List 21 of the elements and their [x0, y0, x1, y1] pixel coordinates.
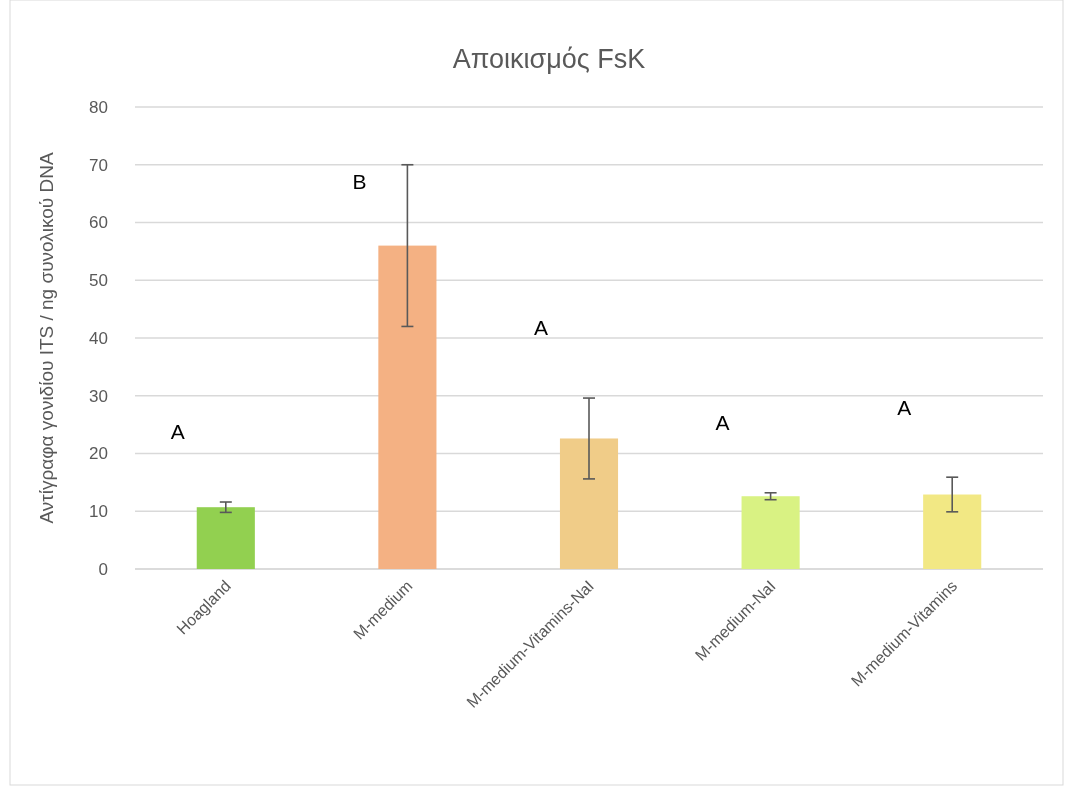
y-tick-label: 20	[89, 444, 108, 464]
annotation: B	[352, 170, 367, 194]
y-tick-label: 80	[89, 97, 108, 117]
chart-title: Αποικισμός FsK	[452, 44, 646, 74]
y-tick-label: 30	[89, 386, 108, 406]
bar	[923, 494, 982, 569]
bar	[741, 496, 800, 569]
y-tick-label: 70	[89, 155, 108, 175]
annotation: A	[170, 420, 185, 444]
bar	[378, 245, 437, 569]
bar	[559, 438, 619, 569]
y-tick-label: 10	[89, 502, 108, 522]
y-tick-label: 50	[89, 271, 108, 291]
y-tick-label: 40	[89, 328, 108, 348]
y-tick-label: 60	[89, 213, 108, 233]
bar	[196, 507, 255, 569]
annotation: A	[715, 411, 730, 435]
y-axis-title: Αντίγραφα γονιδίου ITS / ng συνολικού DNA	[36, 152, 57, 524]
annotation: A	[533, 316, 549, 340]
annotation: A	[897, 395, 912, 419]
y-tick-label: 0	[98, 559, 108, 579]
